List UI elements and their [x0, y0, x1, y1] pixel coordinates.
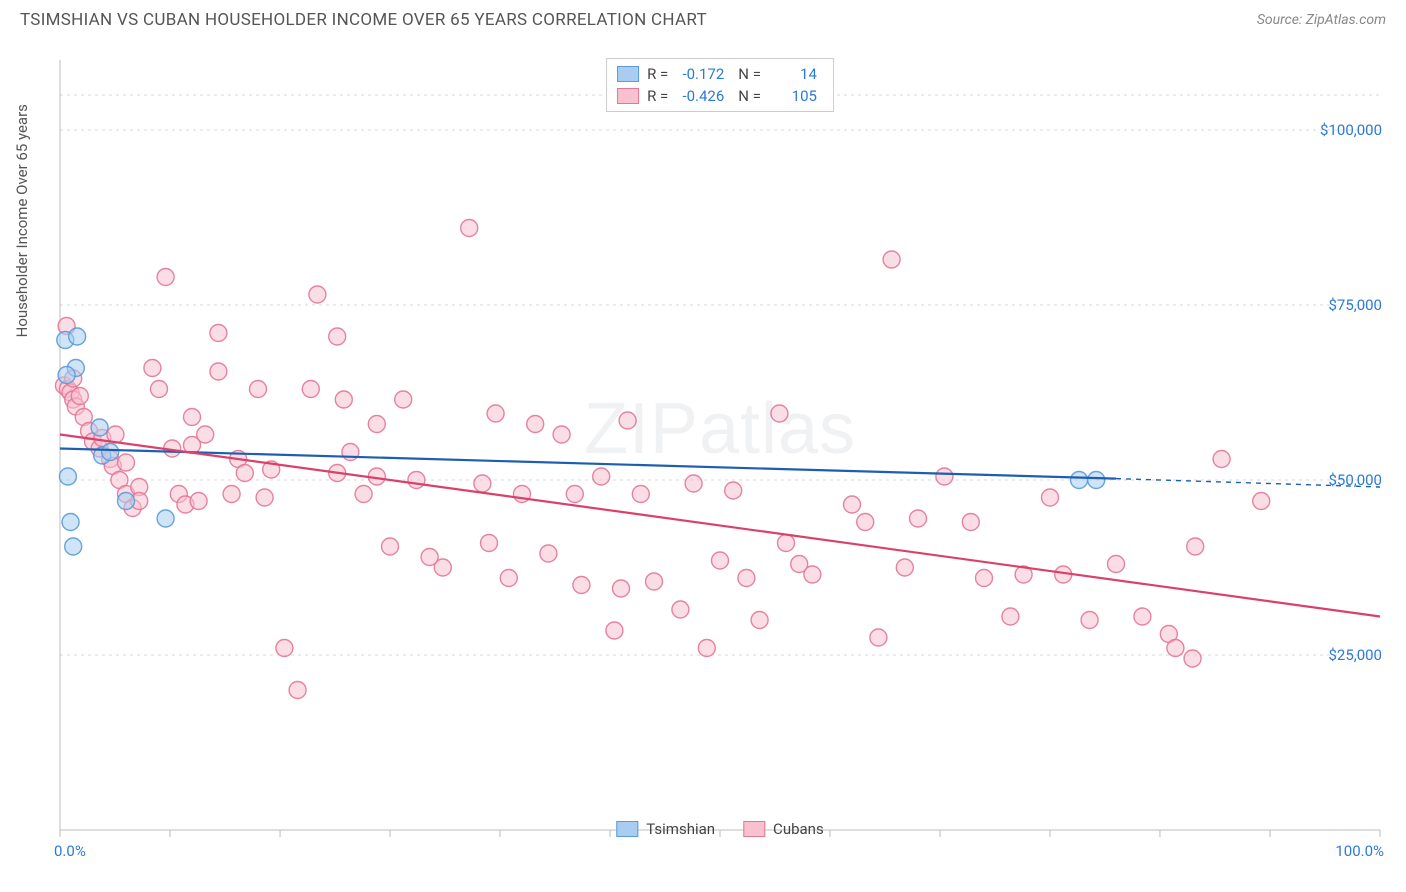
source-attribution: Source: ZipAtlas.com [1257, 12, 1386, 28]
legend-row: R = -0.172 N = 14 [617, 63, 823, 85]
series-legend: Tsimshian Cubans [616, 820, 823, 838]
n-value: 105 [769, 87, 823, 105]
legend-swatch [617, 66, 639, 82]
r-label: R = [647, 87, 668, 105]
y-tick-label: $75,000 [1328, 296, 1382, 314]
n-label: N = [738, 87, 761, 105]
legend-item: Tsimshian [616, 820, 715, 838]
chart-container: Householder Income Over 65 years ZIPatla… [50, 50, 1390, 840]
r-label: R = [647, 65, 668, 83]
r-value: -0.426 [676, 87, 730, 105]
legend-item: Cubans [743, 820, 824, 838]
legend-swatch [743, 821, 765, 837]
legend-swatch [617, 88, 639, 104]
chart-title: TSIMSHIAN VS CUBAN HOUSEHOLDER INCOME OV… [20, 10, 707, 30]
x-tick-label: 100.0% [1335, 842, 1384, 860]
legend-label: Tsimshian [646, 820, 715, 838]
chart-header: TSIMSHIAN VS CUBAN HOUSEHOLDER INCOME OV… [0, 0, 1406, 38]
n-label: N = [738, 65, 761, 83]
scatter-plot [50, 50, 1390, 840]
n-value: 14 [769, 65, 823, 83]
legend-label: Cubans [773, 820, 824, 838]
x-tick-label: 0.0% [54, 842, 86, 860]
y-tick-label: $25,000 [1328, 646, 1382, 664]
y-tick-label: $50,000 [1328, 471, 1382, 489]
legend-row: R = -0.426 N = 105 [617, 85, 823, 107]
correlation-legend: R = -0.172 N = 14 R = -0.426 N = 105 [606, 58, 834, 112]
y-axis-label: Householder Income Over 65 years [13, 104, 31, 337]
y-tick-label: $100,000 [1320, 121, 1382, 139]
r-value: -0.172 [676, 65, 730, 83]
legend-swatch [616, 821, 638, 837]
